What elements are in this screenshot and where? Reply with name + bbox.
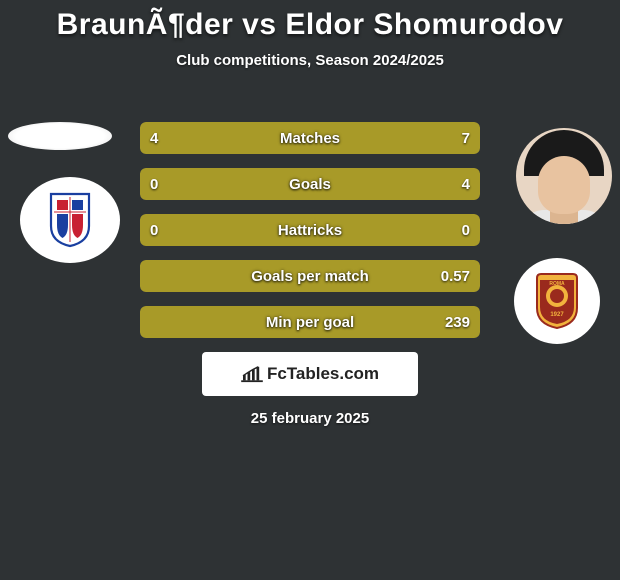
player-face-icon <box>516 128 612 224</box>
stat-row: Hattricks0 0 <box>140 214 480 246</box>
stat-value-right: 4 <box>462 168 470 200</box>
stat-label: Min per goal <box>140 306 480 338</box>
player-left-avatar <box>8 122 112 150</box>
como-shield-icon <box>49 192 91 248</box>
stat-label: Goals per match <box>140 260 480 292</box>
player-right-avatar <box>516 128 612 224</box>
chart-icon <box>241 365 263 383</box>
stat-value-left: 0 <box>150 214 158 246</box>
stat-row: Goals per match0.57 <box>140 260 480 292</box>
stat-label: Goals <box>140 168 480 200</box>
brand-text: FcTables.com <box>267 364 379 384</box>
svg-text:ROMA: ROMA <box>549 281 565 287</box>
brand-badge: FcTables.com <box>202 352 418 396</box>
stat-value-right: 7 <box>462 122 470 154</box>
stat-label: Matches <box>140 122 480 154</box>
stat-value-right: 0 <box>462 214 470 246</box>
stat-value-left: 0 <box>150 168 158 200</box>
club-left-badge <box>20 177 120 263</box>
club-right-badge: 1927 ROMA <box>514 258 600 344</box>
stat-label: Hattricks <box>140 214 480 246</box>
stats-container: Matches47Goals04Hattricks00Goals per mat… <box>140 122 480 352</box>
stat-value-left: 4 <box>150 122 158 154</box>
stat-row: Min per goal239 <box>140 306 480 338</box>
page-subtitle: Club competitions, Season 2024/2025 <box>0 52 620 69</box>
stat-row: Goals0 4 <box>140 168 480 200</box>
date-text: 25 february 2025 <box>0 410 620 427</box>
svg-text:1927: 1927 <box>550 312 564 318</box>
stat-value-right: 239 <box>445 306 470 338</box>
roma-shield-icon: 1927 ROMA <box>534 272 580 330</box>
stat-value-right: 0.57 <box>441 260 470 292</box>
page-title: BraunÃ¶der vs Eldor Shomurodov <box>0 0 620 42</box>
stat-row: Matches4 7 <box>140 122 480 154</box>
